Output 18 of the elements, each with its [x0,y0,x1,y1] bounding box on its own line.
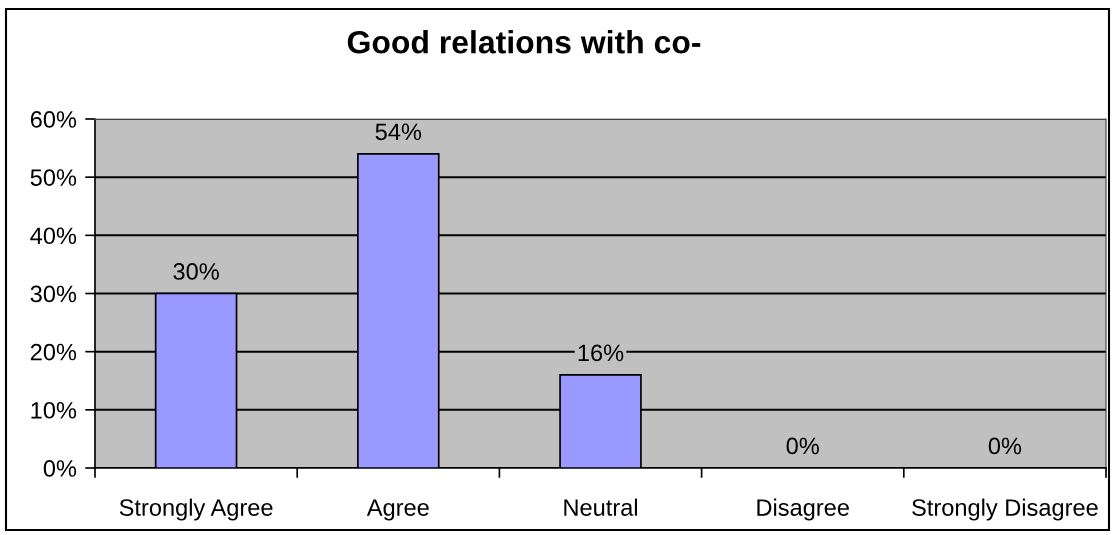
data-label: 0% [988,437,1022,455]
x-tick-label: Disagree [757,498,849,521]
x-tick-label: Strongly Disagree [912,498,1098,521]
y-tick-label: 0% [43,460,77,477]
data-label: 16% [578,344,624,362]
chart-title: Good relations with co- [347,30,701,54]
x-tick-label: Agree [366,499,429,521]
y-tick-label: 30% [30,285,77,303]
x-tick-label: Neutral [564,498,637,516]
data-label: 54% [375,123,422,141]
data-label: 30% [173,263,219,280]
y-tick-label: 20% [30,343,77,361]
y-tick-label: 10% [31,401,77,419]
data-label: 0% [786,437,819,455]
y-tick-label: 60% [30,111,77,128]
y-tick-label: 40% [30,227,77,245]
y-tick-label: 50% [30,169,77,186]
x-tick-label: Strongly Agree [119,498,273,521]
